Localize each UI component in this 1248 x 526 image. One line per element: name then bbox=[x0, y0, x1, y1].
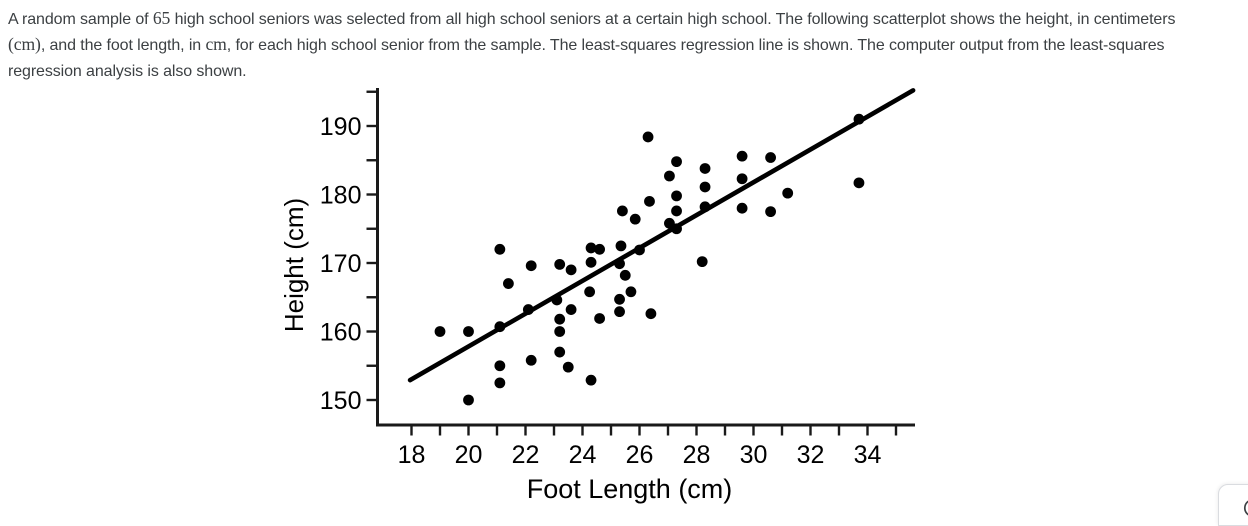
x-tick-label: 28 bbox=[683, 441, 711, 469]
data-point bbox=[634, 244, 645, 256]
plain-text: , for each high school senior from the s… bbox=[8, 37, 1165, 80]
x-tick-label: 30 bbox=[740, 441, 768, 469]
data-point bbox=[671, 205, 682, 217]
data-point bbox=[696, 256, 708, 268]
data-point bbox=[614, 258, 625, 270]
data-point bbox=[782, 187, 794, 199]
x-tick-labels: 18 20 22 24 26 28 30 32 34 bbox=[398, 441, 882, 469]
data-point bbox=[615, 240, 627, 252]
y-axis-label: Height (cm) bbox=[279, 198, 309, 332]
problem-statement: A random sample of 65 high school senior… bbox=[8, 6, 1193, 84]
data-point bbox=[736, 173, 748, 185]
plain-text: high school seniors was selected from al… bbox=[170, 11, 1176, 28]
data-point bbox=[664, 170, 675, 182]
data-point bbox=[642, 131, 654, 143]
data-point bbox=[629, 213, 641, 225]
data-point bbox=[554, 346, 566, 358]
data-points bbox=[434, 113, 865, 406]
data-point bbox=[671, 156, 682, 168]
y-tick-label: 180 bbox=[320, 182, 362, 210]
plain-text: , and the foot length, in bbox=[40, 37, 206, 55]
data-point bbox=[736, 150, 748, 162]
x-axis-label: Foot Length (cm) bbox=[527, 474, 733, 504]
x-tick-label: 32 bbox=[797, 441, 825, 469]
x-axis bbox=[376, 423, 915, 436]
data-point bbox=[671, 190, 682, 202]
plain-text: A random sample of bbox=[8, 11, 153, 28]
data-point bbox=[494, 360, 506, 372]
data-point bbox=[671, 223, 682, 235]
data-point bbox=[525, 260, 537, 272]
bottom-right-panel bbox=[1218, 484, 1248, 526]
data-point bbox=[765, 152, 776, 163]
math-text: 65 bbox=[152, 8, 171, 28]
data-point bbox=[494, 321, 506, 333]
x-tick-label: 18 bbox=[398, 441, 426, 469]
data-point bbox=[853, 113, 865, 125]
data-point bbox=[625, 286, 637, 298]
data-point bbox=[434, 326, 446, 337]
data-point bbox=[584, 286, 596, 298]
data-point bbox=[494, 377, 506, 389]
data-point bbox=[644, 195, 655, 207]
data-point bbox=[463, 394, 474, 406]
math-text: (cm) bbox=[8, 34, 41, 55]
y-tick-label: 170 bbox=[320, 250, 362, 278]
data-point bbox=[525, 354, 537, 366]
data-point bbox=[619, 269, 631, 281]
data-point bbox=[585, 374, 597, 386]
data-point bbox=[494, 243, 506, 255]
data-point bbox=[853, 177, 865, 189]
data-point bbox=[585, 256, 597, 268]
x-tick-label: 24 bbox=[569, 441, 597, 469]
data-point bbox=[699, 181, 711, 193]
y-tick-label: 190 bbox=[320, 113, 362, 141]
data-point bbox=[554, 258, 566, 270]
data-point bbox=[562, 361, 574, 373]
data-point bbox=[765, 206, 776, 218]
y-axis bbox=[366, 88, 379, 427]
x-tick-label: 26 bbox=[626, 441, 654, 469]
data-point bbox=[594, 243, 605, 255]
data-point bbox=[503, 278, 514, 289]
x-tick-label: 20 bbox=[455, 441, 483, 469]
data-point bbox=[565, 304, 577, 315]
x-tick-label: 34 bbox=[854, 441, 882, 469]
data-point bbox=[614, 306, 625, 318]
x-tick-label: 22 bbox=[512, 441, 540, 469]
data-point bbox=[645, 308, 657, 320]
regression-line bbox=[407, 88, 916, 383]
data-point bbox=[554, 313, 566, 325]
data-point bbox=[594, 313, 605, 324]
data-point bbox=[522, 304, 534, 315]
data-point bbox=[554, 326, 566, 337]
data-point bbox=[699, 163, 711, 174]
data-point bbox=[736, 202, 748, 214]
data-point bbox=[617, 205, 628, 217]
data-point bbox=[585, 242, 597, 254]
data-point bbox=[463, 326, 474, 337]
data-point bbox=[551, 294, 563, 306]
data-point bbox=[565, 264, 577, 276]
y-tick-label: 150 bbox=[320, 387, 362, 415]
zoom-in-circle-icon[interactable] bbox=[1243, 498, 1248, 524]
data-point bbox=[699, 201, 711, 213]
math-text: cm bbox=[205, 34, 227, 55]
y-tick-label: 160 bbox=[320, 319, 362, 347]
data-point bbox=[614, 293, 625, 305]
y-tick-labels: 150 160 170 180 190 bbox=[320, 113, 362, 415]
